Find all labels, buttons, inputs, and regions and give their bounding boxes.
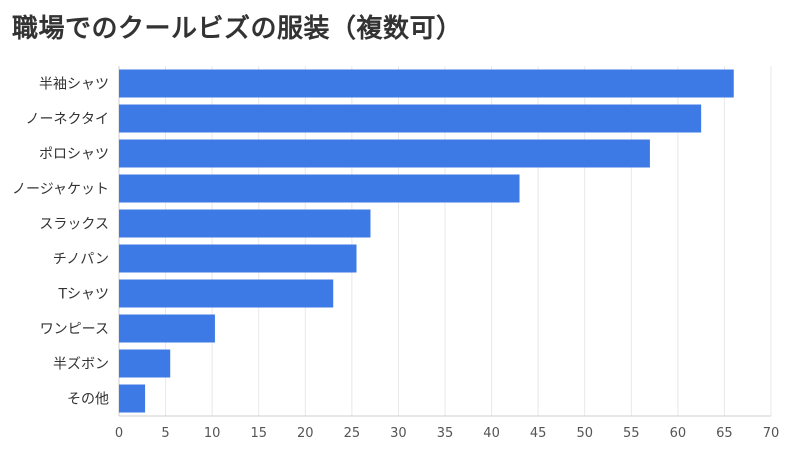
x-tick-label: 0 (115, 426, 123, 441)
x-tick-label: 35 (437, 426, 454, 441)
category-label: 半袖シャツ (39, 77, 109, 93)
category-label: Tシャツ (57, 287, 109, 303)
category-label: チノパン (53, 252, 109, 268)
bar (119, 69, 734, 98)
x-tick-label: 70 (763, 426, 780, 441)
x-tick-label: 45 (530, 426, 547, 441)
x-tick-label: 50 (576, 426, 593, 441)
bars (119, 69, 734, 413)
x-tick-label: 10 (204, 426, 221, 441)
x-tick-label: 5 (161, 426, 169, 441)
x-tick-label: 30 (390, 426, 407, 441)
category-label: スラックス (39, 217, 109, 233)
category-label: 半ズボン (53, 357, 109, 373)
x-tick-label: 20 (297, 426, 314, 441)
x-tick-label: 65 (716, 426, 733, 441)
bar (119, 104, 702, 133)
x-tick-label: 55 (623, 426, 640, 441)
x-tick-label: 15 (250, 426, 267, 441)
category-label: ノーネクタイ (26, 112, 109, 128)
bar (119, 314, 215, 343)
x-axis-ticks: 0 5 10 15 20 25 30 35 40 45 50 55 60 65 70 (115, 426, 779, 441)
bar (119, 279, 334, 308)
bar (119, 209, 371, 238)
x-tick-label: 60 (670, 426, 687, 441)
bar (119, 139, 650, 168)
x-tick-label: 40 (483, 426, 500, 441)
bar (119, 384, 146, 413)
category-label: ノージャケット (12, 182, 109, 198)
category-label: ワンピース (40, 322, 109, 338)
bar (119, 349, 171, 378)
chart-title: 職場でのクールビズの服装（複数可） (12, 14, 463, 44)
bar (119, 174, 520, 203)
x-tick-label: 25 (344, 426, 361, 441)
category-label: その他 (67, 392, 109, 408)
category-label: ポロシャツ (39, 147, 109, 163)
bar (119, 244, 357, 273)
